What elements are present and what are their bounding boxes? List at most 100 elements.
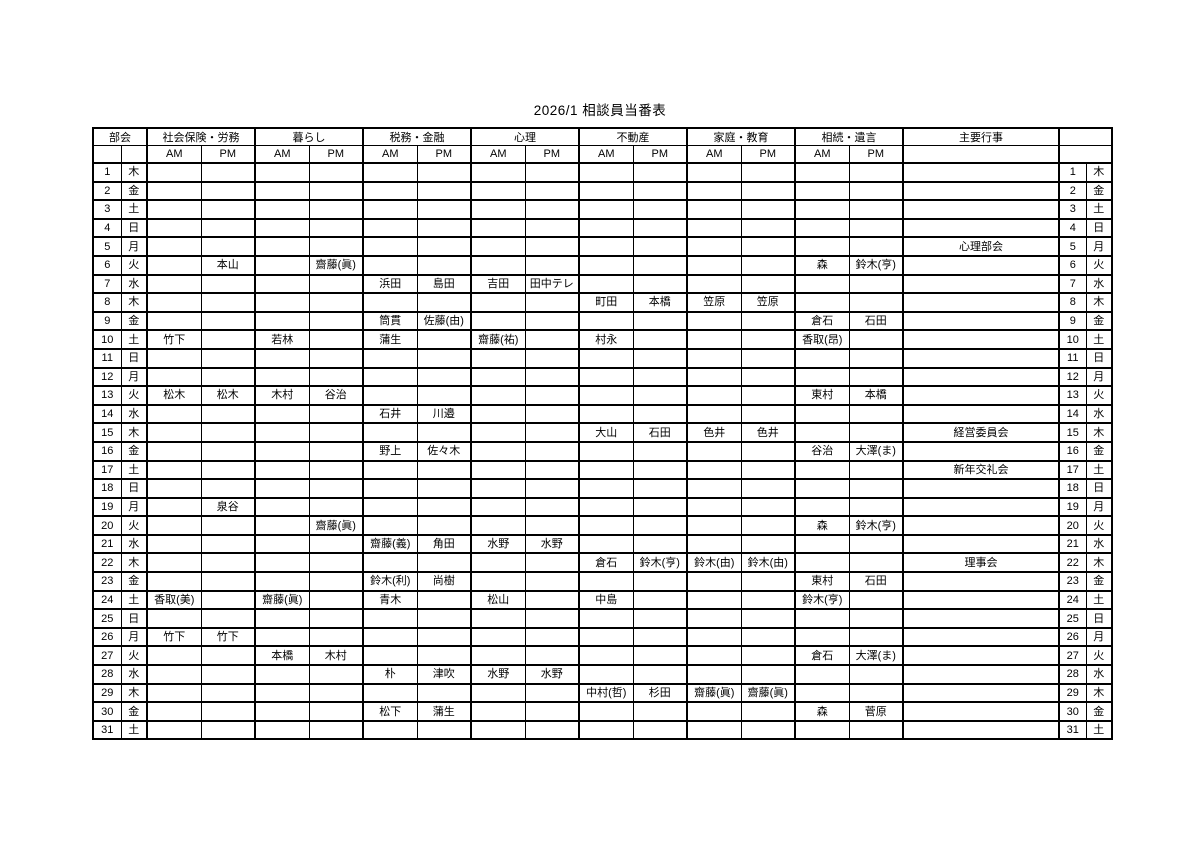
event-cell — [902, 218, 1060, 239]
duty-cell — [308, 571, 364, 592]
duty-cell — [632, 534, 688, 555]
duty-cell — [848, 534, 904, 555]
day-number-cell: 6 — [92, 255, 122, 276]
duty-cell — [686, 236, 742, 257]
duty-cell: 吉田 — [470, 274, 526, 295]
duty-cell — [686, 590, 742, 611]
duty-cell — [470, 218, 526, 239]
day-of-week-cell-right: 木 — [1085, 683, 1113, 704]
day-of-week-cell: 水 — [120, 534, 148, 555]
duty-cell — [416, 645, 472, 667]
event-cell — [902, 162, 1060, 183]
event-cell — [902, 720, 1060, 741]
category-header-inheritance-will: 相続・遺言 — [794, 127, 904, 146]
duty-cell: 齋藤(眞) — [740, 683, 796, 704]
duty-cell — [524, 255, 580, 276]
duty-cell — [416, 515, 472, 536]
duty-cell — [740, 404, 796, 425]
day-of-week-cell-right: 木 — [1085, 162, 1113, 183]
duty-cell — [740, 311, 796, 332]
day-number-cell: 15 — [92, 422, 122, 443]
duty-cell — [200, 348, 256, 369]
duty-cell: 佐藤(由) — [416, 311, 472, 332]
duty-cell — [578, 236, 634, 257]
schedule-row: 25 日 25 日 — [92, 608, 1113, 629]
day-of-week-cell-right: 水 — [1085, 664, 1113, 685]
day-number-cell: 3 — [92, 199, 122, 220]
duty-cell — [362, 478, 418, 499]
duty-cell — [632, 329, 688, 350]
duty-cell — [632, 367, 688, 388]
duty-cell — [308, 460, 364, 481]
category-header-living: 暮らし — [254, 127, 364, 146]
duty-cell — [524, 181, 580, 202]
duty-cell: 笠原 — [686, 292, 742, 313]
day-of-week-cell-right: 金 — [1085, 181, 1113, 202]
day-of-week-cell: 木 — [120, 292, 148, 313]
duty-cell — [578, 497, 634, 518]
duty-cell — [794, 460, 850, 481]
duty-cell: 蒲生 — [416, 701, 472, 722]
day-number-cell-right: 31 — [1058, 720, 1087, 741]
duty-cell — [146, 515, 202, 536]
duty-cell — [200, 441, 256, 462]
day-of-week-cell-right: 土 — [1085, 329, 1113, 350]
duty-cell — [200, 590, 256, 611]
event-cell — [902, 683, 1060, 704]
duty-cell — [254, 367, 310, 388]
duty-cell: 若林 — [254, 329, 310, 350]
duty-cell — [578, 348, 634, 369]
day-of-week-cell: 土 — [120, 460, 148, 481]
duty-cell — [362, 608, 418, 629]
day-of-week-cell-right: 土 — [1085, 590, 1113, 611]
duty-cell — [632, 385, 688, 406]
duty-cell — [362, 236, 418, 257]
day-number-cell: 24 — [92, 590, 122, 611]
day-of-week-cell-right: 金 — [1085, 701, 1113, 722]
day-of-week-cell-right: 火 — [1085, 255, 1113, 276]
duty-cell — [308, 181, 364, 202]
day-of-week-cell: 金 — [120, 311, 148, 332]
duty-cell — [740, 664, 796, 685]
day-of-week-cell-right: 日 — [1085, 218, 1113, 239]
duty-cell — [470, 645, 526, 667]
day-of-week-cell: 水 — [120, 274, 148, 295]
duty-cell: 倉石 — [794, 311, 850, 332]
day-number-cell-right: 11 — [1058, 348, 1087, 369]
duty-cell — [308, 311, 364, 332]
duty-cell — [200, 608, 256, 629]
duty-cell — [578, 181, 634, 202]
duty-cell — [254, 608, 310, 629]
duty-cell — [308, 552, 364, 574]
duty-cell — [794, 274, 850, 295]
duty-cell — [254, 701, 310, 722]
duty-cell — [524, 515, 580, 536]
duty-cell — [524, 683, 580, 704]
day-number-cell-right: 13 — [1058, 385, 1087, 406]
duty-cell — [200, 720, 256, 741]
duty-cell — [686, 441, 742, 462]
duty-cell — [686, 199, 742, 220]
duty-cell — [362, 255, 418, 276]
duty-cell — [686, 497, 742, 518]
duty-cell — [848, 162, 904, 183]
duty-cell: 本橋 — [632, 292, 688, 313]
day-number-cell: 12 — [92, 367, 122, 388]
day-of-week-cell-right: 月 — [1085, 236, 1113, 257]
duty-cell — [740, 385, 796, 406]
duty-cell — [200, 534, 256, 555]
duty-cell: 石田 — [632, 422, 688, 443]
duty-cell — [416, 422, 472, 443]
duty-cell — [254, 534, 310, 555]
duty-cell — [848, 460, 904, 481]
day-number-cell: 30 — [92, 701, 122, 722]
category-header-tax-finance: 税務・金融 — [362, 127, 472, 146]
day-number-cell: 5 — [92, 236, 122, 257]
duty-cell — [578, 311, 634, 332]
duty-cell — [794, 181, 850, 202]
day-number-cell-right: 30 — [1058, 701, 1087, 722]
duty-cell — [308, 199, 364, 220]
duty-cell — [578, 720, 634, 741]
duty-cell — [686, 515, 742, 536]
